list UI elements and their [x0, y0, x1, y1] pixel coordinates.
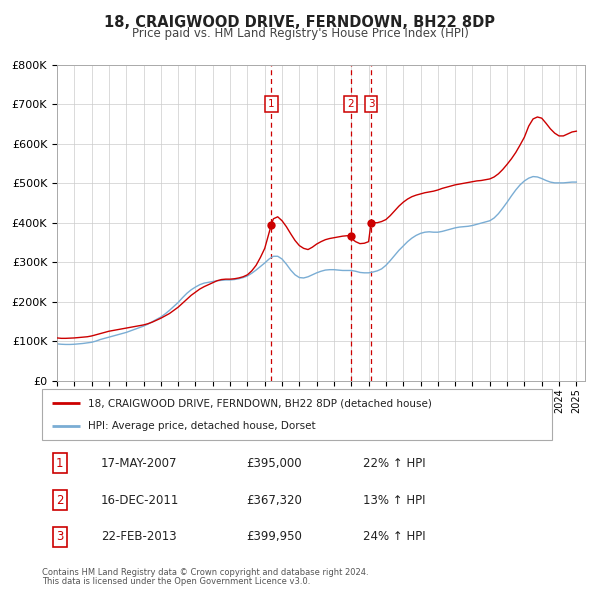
Text: 17-MAY-2007: 17-MAY-2007	[101, 457, 177, 470]
Text: HPI: Average price, detached house, Dorset: HPI: Average price, detached house, Dors…	[88, 421, 316, 431]
Text: 24% ↑ HPI: 24% ↑ HPI	[364, 530, 426, 543]
Text: 1: 1	[56, 457, 64, 470]
Text: 3: 3	[56, 530, 64, 543]
Text: 18, CRAIGWOOD DRIVE, FERNDOWN, BH22 8DP: 18, CRAIGWOOD DRIVE, FERNDOWN, BH22 8DP	[104, 15, 496, 30]
Text: 13% ↑ HPI: 13% ↑ HPI	[364, 493, 426, 507]
Text: 2: 2	[347, 99, 354, 109]
Text: 2: 2	[56, 493, 64, 507]
Text: 1: 1	[268, 99, 275, 109]
Text: Contains HM Land Registry data © Crown copyright and database right 2024.: Contains HM Land Registry data © Crown c…	[42, 568, 368, 576]
Text: £395,000: £395,000	[246, 457, 302, 470]
Text: This data is licensed under the Open Government Licence v3.0.: This data is licensed under the Open Gov…	[42, 577, 310, 586]
Text: 22% ↑ HPI: 22% ↑ HPI	[364, 457, 426, 470]
Text: 3: 3	[368, 99, 374, 109]
Text: 16-DEC-2011: 16-DEC-2011	[101, 493, 179, 507]
Text: £367,320: £367,320	[246, 493, 302, 507]
Text: £399,950: £399,950	[246, 530, 302, 543]
Text: 22-FEB-2013: 22-FEB-2013	[101, 530, 176, 543]
Text: 18, CRAIGWOOD DRIVE, FERNDOWN, BH22 8DP (detached house): 18, CRAIGWOOD DRIVE, FERNDOWN, BH22 8DP …	[88, 398, 432, 408]
Text: Price paid vs. HM Land Registry's House Price Index (HPI): Price paid vs. HM Land Registry's House …	[131, 27, 469, 40]
